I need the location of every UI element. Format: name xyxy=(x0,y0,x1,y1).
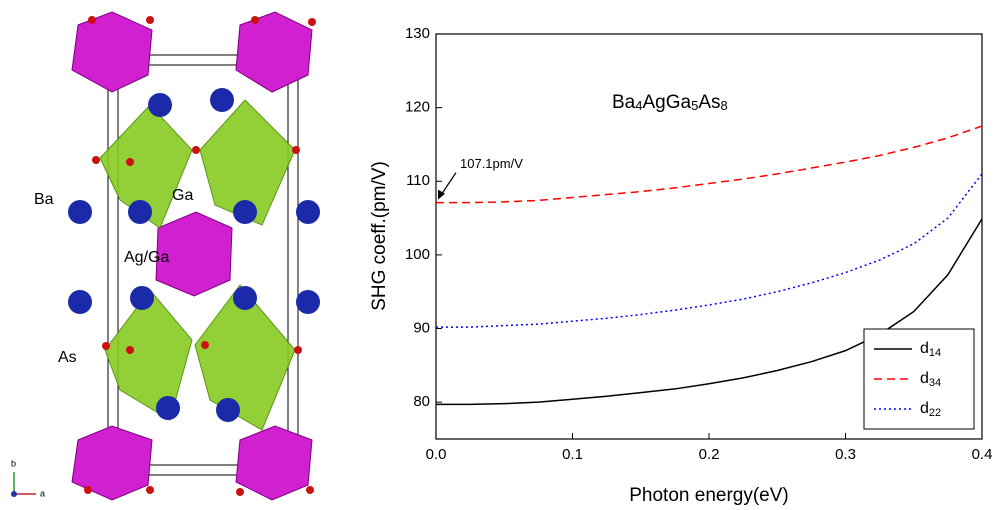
polyhedron xyxy=(235,425,313,501)
crystal-structure: Ba Ga Ag/Ga As b a xyxy=(11,11,320,501)
atom-label: Ba xyxy=(34,191,54,208)
polyhedron xyxy=(194,284,296,431)
legend-label: d22 xyxy=(920,400,941,419)
series-line xyxy=(436,218,983,406)
y-tick-label: 130 xyxy=(405,25,430,42)
axis-label: b xyxy=(11,458,16,468)
unit-cell xyxy=(117,64,289,476)
unit-cell xyxy=(107,54,299,466)
atoms xyxy=(84,16,316,496)
arrow-label: 107.1pm/V xyxy=(460,156,523,171)
annotation-part: 4 xyxy=(635,98,642,113)
series-line xyxy=(436,125,983,204)
annotation-part: 8 xyxy=(721,98,728,113)
axis-origin xyxy=(11,491,17,497)
polyhedron xyxy=(199,99,296,226)
polyhedron xyxy=(71,11,153,93)
annotation-part: Ba xyxy=(612,92,636,113)
polyhedron xyxy=(235,11,313,93)
x-axis-title: Photon energy(eV) xyxy=(629,485,789,506)
y-tick-label: 90 xyxy=(413,320,430,337)
y-tick-label: 80 xyxy=(413,393,430,410)
series-line xyxy=(436,173,983,328)
x-tick-label: 0.4 xyxy=(972,446,993,463)
x-tick-label: 0.1 xyxy=(562,446,583,463)
x-tick-label: 0.3 xyxy=(835,446,856,463)
y-axis-title: SHG coeff.(pm/V) xyxy=(369,161,390,311)
axis-label: a xyxy=(40,488,45,498)
atom-label: As xyxy=(58,349,77,366)
polyhedron xyxy=(71,425,153,501)
y-tick-label: 100 xyxy=(405,246,430,263)
y-tick-label: 110 xyxy=(406,172,430,189)
legend-label: d14 xyxy=(920,340,941,359)
x-tick-label: 0.2 xyxy=(699,446,720,463)
annotation: Ba4AgGa5As8 xyxy=(612,92,728,113)
annotation-part: AgGa xyxy=(642,92,691,113)
atom-label: Ag/Ga xyxy=(124,249,169,266)
atom-label: Ga xyxy=(172,187,193,204)
arrow-head xyxy=(438,189,445,200)
x-tick-label: 0.0 xyxy=(426,446,447,463)
polyhedron xyxy=(155,211,233,297)
polyhedron xyxy=(99,104,193,229)
annotation-part: As xyxy=(698,92,720,113)
legend-box xyxy=(863,328,975,430)
annotation-part: 5 xyxy=(691,98,698,113)
atoms xyxy=(68,88,320,422)
y-tick-label: 120 xyxy=(405,99,430,116)
legend-label: d34 xyxy=(920,370,941,389)
